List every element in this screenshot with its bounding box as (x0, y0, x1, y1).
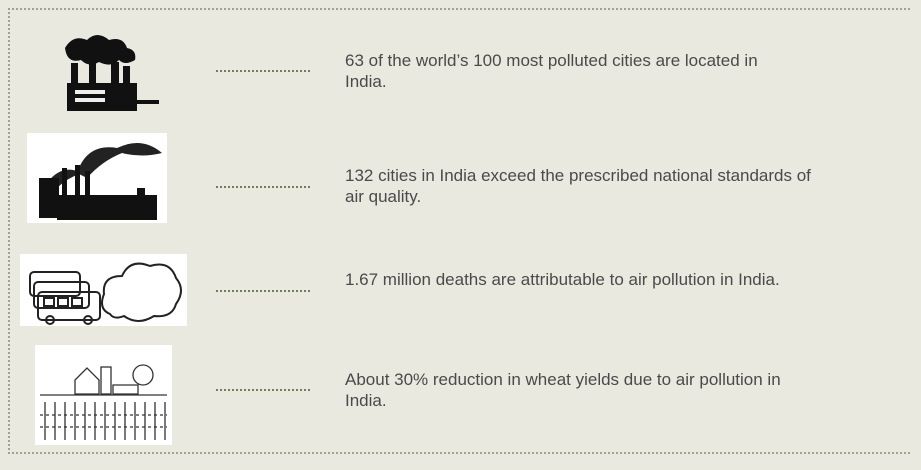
fact-text: 1.67 million deaths are attributable to … (345, 269, 845, 290)
page: 63 of the world’s 100 most polluted citi… (0, 0, 921, 470)
leader-dots (216, 389, 310, 391)
traffic-icon (20, 254, 187, 326)
leader-dots (216, 290, 310, 292)
fact-text: About 30% reduction in wheat yields due … (345, 369, 795, 411)
factory-icon (55, 28, 163, 113)
industry-icon (27, 133, 167, 223)
fact-text: 132 cities in India exceed the prescribe… (345, 165, 815, 207)
farm-icon (35, 345, 172, 445)
leader-dots (216, 186, 310, 188)
leader-dots (216, 70, 310, 72)
fact-text: 63 of the world’s 100 most polluted citi… (345, 50, 785, 92)
